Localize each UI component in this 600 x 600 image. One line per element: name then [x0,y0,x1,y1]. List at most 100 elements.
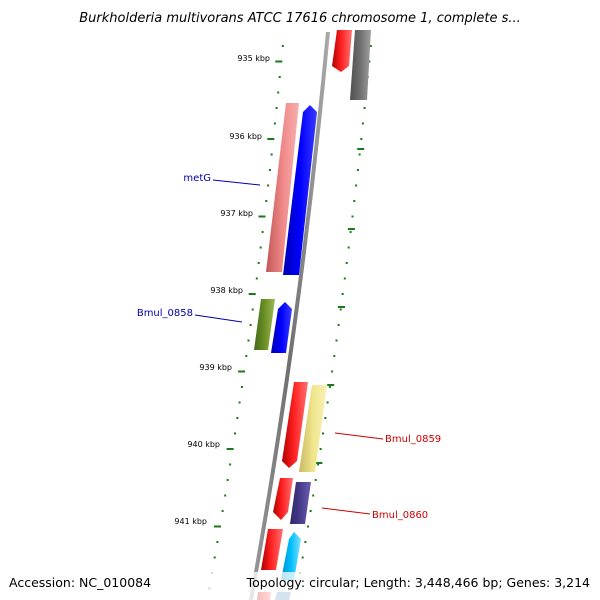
tick-dot [328,386,331,388]
tick-dot [307,525,309,528]
tick-dot [301,556,304,559]
tick-dot [277,91,280,94]
tick-dot [358,153,361,156]
gene-red-0860 [273,478,293,520]
tick-label: 938 kbp [210,286,243,295]
tick-dot [314,479,317,481]
tick-dash [327,384,335,386]
tick-dot [267,138,275,140]
tick-dot [331,370,334,373]
tick-dot [257,262,260,264]
tick-label: 940 kbp [187,440,220,449]
tick-dot [214,525,221,528]
tick-label: 941 kbp [174,517,207,526]
tick-dot [236,417,239,419]
tick-dot [226,479,229,481]
tick-dot [275,60,283,63]
gene-yellow [299,385,327,472]
tick-dot [312,494,315,497]
tick-dot [278,76,281,78]
leader-line [334,432,384,440]
tick-dot [259,246,262,249]
tick-dot [322,432,324,435]
gene-metg-salmon [266,103,299,272]
tick-dash [315,462,323,464]
tick-dot [229,463,232,466]
tick-dot [268,169,271,171]
tick-dash [357,148,365,150]
tick-dot [345,262,348,264]
tick-dash [347,228,355,230]
tick-dot [224,494,227,497]
tick-dot [319,448,322,450]
tick-dot [355,184,358,187]
tick-dot [258,215,266,218]
tick-dot [309,510,312,512]
tick-label: 939 kbp [199,363,232,372]
tick-label: 937 kbp [220,209,253,218]
tick-dot [273,122,276,125]
tick-dot [251,308,254,311]
tick-dot [333,355,336,357]
topology-text: Topology: circular; Length: 3,448,466 bp… [246,575,590,590]
tick-dot [326,401,329,404]
tick-dot [249,324,252,326]
tick-labels: 935 kbp 936 kbp 937 kbp 938 kbp 939 kbp … [174,54,270,526]
leader-line [321,507,371,515]
tick-dot [240,386,243,388]
tick-dot [339,308,342,311]
tick-dot [361,122,364,125]
tick-dot [247,339,250,342]
gene-label-bmul0859[interactable]: Bmul_0859 [385,434,441,445]
tick-dot [234,432,236,435]
tick-dot [349,231,352,233]
tick-dot [275,107,278,109]
gene-red-0859 [282,382,308,468]
tick-dot [360,138,363,140]
tick-dot [304,541,307,543]
tick-dot [261,231,264,233]
gene-blue-large [283,105,317,275]
gene-bmul0858-olive [254,299,275,350]
tick-dot [270,153,273,156]
tick-dot [347,246,350,249]
chromosome-backbone [249,31,330,600]
tick-dot [216,541,219,543]
tick-dot [351,215,354,218]
gene-label-bmul0858[interactable]: Bmul_0858 [137,308,193,319]
tick-dot [226,448,234,450]
gene-labels: metG Bmul_0858 Bmul_0859 Bmul_0860 [137,173,441,521]
accession-text: Accession: NC_010084 [9,575,151,590]
tick-dot [369,45,372,47]
leader-line [212,179,261,186]
tick-dot [238,401,241,404]
tick-dot [248,293,256,295]
tick-label: 936 kbp [229,132,262,141]
tick-dot [337,324,340,326]
gene-blue-small [271,302,292,353]
gene-label-bmul0860[interactable]: Bmul_0860 [372,510,428,521]
tick-dot [353,200,356,202]
footer: Accession: NC_010084 Topology: circular;… [0,572,600,600]
tick-dot [255,277,258,280]
gene-cyan [281,532,301,580]
tick-dash [338,306,345,308]
tick-label: 935 kbp [237,54,270,63]
tick-dot [265,200,268,202]
map-title: Burkholderia multivorans ATCC 17616 chro… [79,11,521,26]
leader-line [194,314,243,323]
tick-dot [368,60,371,63]
tick-dot [281,45,284,47]
tick-dot [363,107,366,109]
tick-dot [356,169,359,171]
tick-dot [267,184,270,187]
tick-dot [324,417,327,419]
tick-dot [213,556,216,559]
gene-label-metg[interactable]: metG [183,173,211,184]
tick-dot [335,339,338,342]
tick-dot [343,277,346,280]
gene-red-bottom [261,529,283,570]
gene-gray-top [350,30,371,100]
gene-purple [290,482,311,524]
